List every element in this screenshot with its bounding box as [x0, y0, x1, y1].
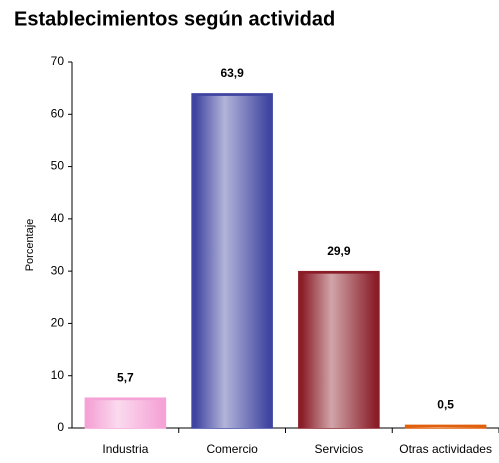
y-tick-label: 20: [51, 316, 65, 330]
bar-shine: [301, 273, 376, 428]
value-label: 29,9: [327, 244, 351, 258]
y-tick-label: 40: [51, 211, 65, 225]
x-tick-label: Otras actividades: [399, 442, 492, 456]
y-tick-label: 0: [57, 420, 64, 434]
x-tick-label: Industria: [102, 442, 148, 456]
value-label: 5,7: [117, 370, 134, 384]
y-tick-label: 30: [51, 263, 65, 277]
y-tick-label: 70: [51, 54, 65, 68]
x-tick-label: Comercio: [206, 442, 258, 456]
bar-shine: [408, 427, 483, 428]
value-label: 63,9: [220, 66, 244, 80]
value-label: 0,5: [437, 398, 454, 412]
y-axis-label: Porcentaje: [24, 219, 36, 272]
y-tick-label: 60: [51, 106, 65, 120]
y-tick-label: 50: [51, 159, 65, 173]
chart-title: Establecimientos según actividad: [14, 8, 335, 30]
x-tick-label: Servicios: [315, 442, 364, 456]
y-tick-label: 10: [51, 368, 65, 382]
bar-shine: [195, 95, 270, 428]
bar-shine: [88, 400, 163, 428]
